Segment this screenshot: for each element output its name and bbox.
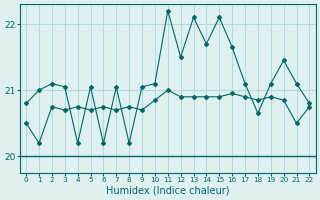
X-axis label: Humidex (Indice chaleur): Humidex (Indice chaleur) <box>106 186 229 196</box>
